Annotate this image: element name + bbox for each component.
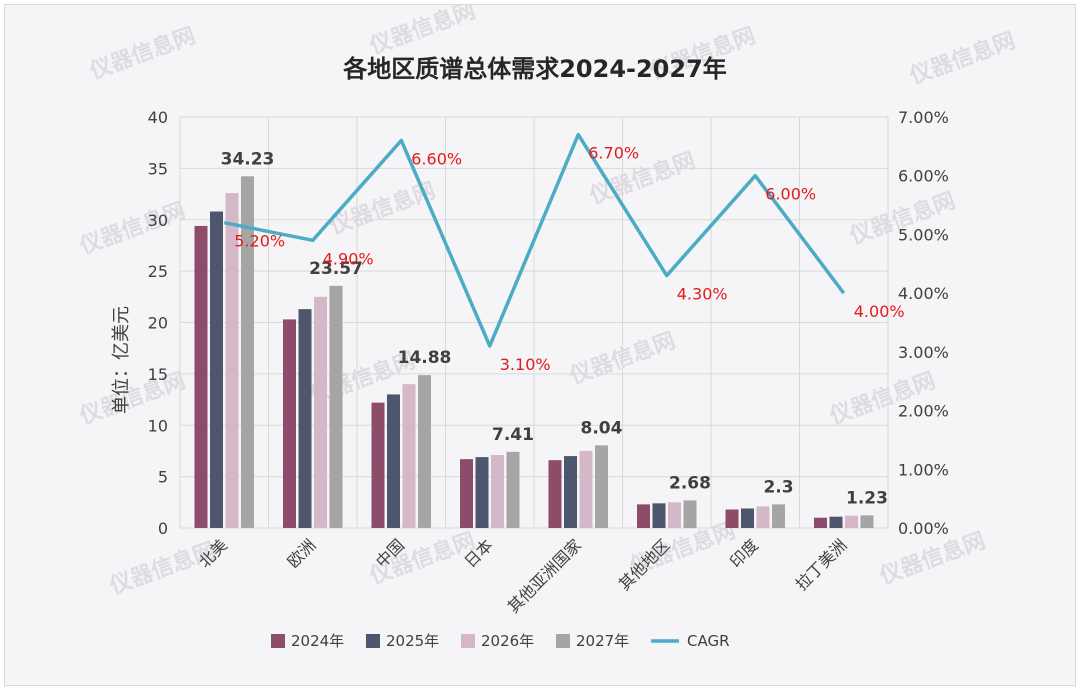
y-tick-label: 15 [148, 365, 168, 384]
y2-tick-label: 2.00% [898, 402, 949, 421]
bar [668, 502, 681, 528]
bar [741, 508, 754, 528]
y2-tick-label: 7.00% [898, 108, 949, 127]
bar [371, 402, 385, 528]
x-tick-label: 其他亚洲国家 [504, 535, 585, 616]
y-tick-label: 25 [148, 262, 168, 281]
bar [829, 516, 843, 528]
chart-frame: 仪器信息网 仪器信息网 仪器信息网 仪器信息网 仪器信息网 仪器信息网 仪器信息网 仪器信息网… [4, 4, 1076, 686]
cagr-label: 4.30% [677, 285, 728, 304]
bar [314, 296, 327, 528]
y-tick-label: 35 [148, 159, 168, 178]
cagr-label: 4.90% [323, 249, 374, 268]
watermark-text: 仪器信息网 [106, 537, 219, 599]
bar [595, 445, 608, 528]
y-tick-label: 0 [158, 519, 168, 538]
bar-value-label: 1.23 [846, 488, 888, 508]
cagr-label: 3.10% [500, 355, 551, 374]
bar [845, 515, 858, 528]
y2-tick-label: 1.00% [898, 460, 949, 479]
cagr-label: 6.70% [588, 144, 639, 163]
y-tick-label: 40 [148, 108, 168, 127]
bar [683, 500, 697, 528]
bar-value-label: 2.3 [763, 477, 793, 497]
bar [548, 460, 562, 528]
bar [814, 517, 827, 528]
legend-label: CAGR [687, 632, 730, 650]
x-tick-label: 拉丁美洲 [792, 535, 851, 594]
y-tick-label: 10 [148, 416, 168, 435]
cagr-line [223, 132, 846, 348]
bar-value-label: 8.04 [581, 418, 623, 438]
watermark-text: 仪器信息网 [76, 367, 189, 429]
cagr-label: 6.60% [411, 149, 462, 168]
legend: 2024年 2025年 2026年 2027年 CAGR [271, 632, 730, 650]
bar [241, 176, 254, 528]
watermark-text: 仪器信息网 [76, 197, 189, 259]
chart-title: 各地区质谱总体需求2024-2027年 [342, 55, 727, 83]
bar [283, 319, 296, 528]
legend-label: 2026年 [481, 632, 534, 650]
bar [460, 459, 473, 528]
legend-label: 2024年 [291, 632, 344, 650]
bar [579, 450, 593, 528]
bar [194, 225, 208, 529]
bar [725, 509, 739, 528]
cagr-label: 4.00% [854, 302, 905, 321]
watermark-text: 仪器信息网 [906, 27, 1019, 89]
bar [387, 394, 400, 528]
bar [491, 455, 504, 528]
bar [475, 457, 489, 528]
legend-swatch [461, 634, 475, 648]
y-axis-label: 单位：亿美元 [111, 306, 132, 414]
y-tick-label: 20 [148, 314, 168, 333]
cagr-label: 5.20% [234, 232, 285, 251]
data-labels: 34.23 23.57 14.88 7.41 8.04 2.68 2.3 1.23 5.20% 4… [221, 144, 905, 509]
bar-value-label: 14.88 [398, 348, 452, 368]
y2-tick-label: 4.00% [898, 284, 949, 303]
bar [860, 515, 874, 528]
legend-swatch [556, 634, 570, 648]
bar [225, 193, 239, 528]
y2-tick-label: 5.00% [898, 225, 949, 244]
bar [756, 506, 770, 528]
bar [506, 451, 520, 528]
y-tick-label: 30 [148, 211, 168, 230]
watermark-text: 仪器信息网 [86, 22, 199, 84]
legend-label: 2025年 [386, 632, 439, 650]
y2-tick-label: 0.00% [898, 519, 949, 538]
bar-value-label: 2.68 [669, 473, 711, 493]
y-tick-label: 5 [158, 468, 168, 487]
y2-tick-label: 3.00% [898, 343, 949, 362]
bar-value-label: 7.41 [492, 425, 534, 445]
bar [637, 504, 650, 528]
bar-value-label: 23.57 [309, 259, 363, 279]
legend-swatch [366, 634, 380, 648]
gridlines [179, 116, 889, 529]
bar [772, 504, 785, 528]
bar [564, 456, 577, 528]
y2-tick-label: 6.00% [898, 167, 949, 186]
bars [194, 176, 874, 529]
bar [210, 211, 223, 528]
bar [418, 375, 431, 528]
cagr-label: 6.00% [765, 185, 816, 204]
x-tick-label: 欧洲 [284, 535, 320, 571]
bar-value-label: 34.23 [221, 149, 275, 169]
bar [652, 503, 666, 528]
legend-label: 2027年 [576, 632, 629, 650]
watermark-text: 仪器信息网 [366, 5, 479, 60]
legend-swatch [271, 634, 285, 648]
bar [402, 384, 416, 528]
bar [329, 285, 343, 528]
bar [298, 309, 312, 528]
cagr-line-layer [223, 132, 846, 348]
